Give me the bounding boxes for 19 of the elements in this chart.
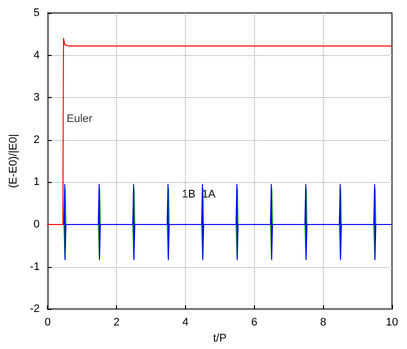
x-tick-label: 8 [320, 316, 326, 329]
x-tick-label: 6 [251, 316, 258, 329]
y-tick-label: 3 [34, 92, 40, 104]
x-axis-title: t/P [213, 332, 227, 344]
line-series [47, 38, 392, 225]
y-tick-label: -2 [30, 303, 40, 316]
y-tick-label: 2 [34, 134, 40, 146]
y-tick-label: 4 [34, 49, 40, 62]
annotation: 1A [202, 188, 216, 200]
x-tick-label: 2 [113, 316, 120, 329]
y-tick-label: -1 [30, 260, 40, 273]
annotation: Euler [66, 112, 93, 125]
y-tick-label: 5 [34, 7, 40, 19]
y-tick-label: 0 [34, 218, 40, 230]
x-tick-label: 10 [386, 316, 398, 329]
x-tick-label: 4 [182, 316, 188, 329]
y-axis-title: (E-E0)/|E0| [8, 134, 20, 188]
x-tick-label: 0 [44, 316, 51, 329]
y-tick-label: 1 [34, 176, 40, 188]
